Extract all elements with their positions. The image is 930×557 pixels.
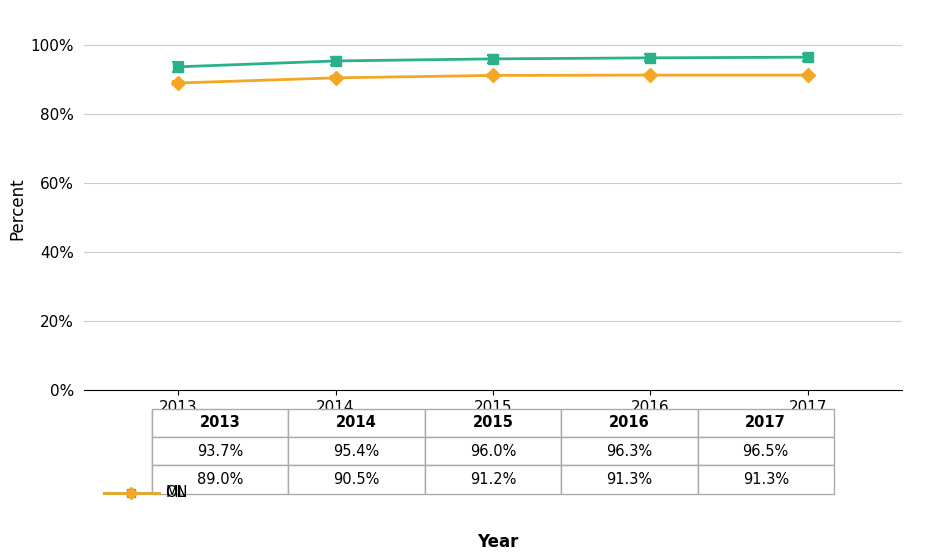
Text: ON: ON [166, 485, 188, 500]
Text: Year: Year [477, 534, 518, 551]
Y-axis label: Percent: Percent [8, 178, 26, 240]
Text: ML: ML [166, 485, 186, 500]
